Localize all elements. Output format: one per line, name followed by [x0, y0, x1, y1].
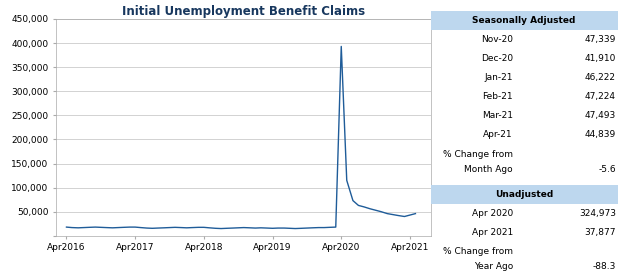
Text: 324,973: 324,973 [579, 209, 616, 218]
Text: -88.3: -88.3 [593, 262, 616, 271]
Text: Apr-21: Apr-21 [484, 130, 513, 140]
Text: 37,877: 37,877 [585, 228, 616, 237]
Text: % Change from: % Change from [443, 247, 513, 256]
Text: Unadjusted: Unadjusted [495, 190, 553, 199]
Text: Jan-21: Jan-21 [484, 73, 513, 82]
Text: 47,339: 47,339 [585, 35, 616, 44]
Bar [431, 11, 618, 30]
Text: Year Ago: Year Ago [474, 262, 513, 271]
Text: -5.6: -5.6 [598, 165, 616, 174]
Text: 44,839: 44,839 [585, 130, 616, 140]
Text: Feb-21: Feb-21 [482, 92, 513, 101]
Bar [431, 185, 618, 204]
Title: Initial Unemployment Benefit Claims: Initial Unemployment Benefit Claims [122, 5, 365, 18]
Text: Seasonally Adjusted: Seasonally Adjusted [472, 16, 576, 25]
Text: Dec-20: Dec-20 [481, 54, 513, 63]
Text: % Change from: % Change from [443, 150, 513, 159]
Text: 46,222: 46,222 [585, 73, 616, 82]
Text: 47,493: 47,493 [585, 111, 616, 120]
Text: Apr 2020: Apr 2020 [472, 209, 513, 218]
Text: 41,910: 41,910 [585, 54, 616, 63]
Text: Mar-21: Mar-21 [482, 111, 513, 120]
Text: 47,224: 47,224 [585, 92, 616, 101]
Text: Apr 2021: Apr 2021 [472, 228, 513, 237]
Text: Nov-20: Nov-20 [481, 35, 513, 44]
Text: Month Ago: Month Ago [464, 165, 513, 174]
